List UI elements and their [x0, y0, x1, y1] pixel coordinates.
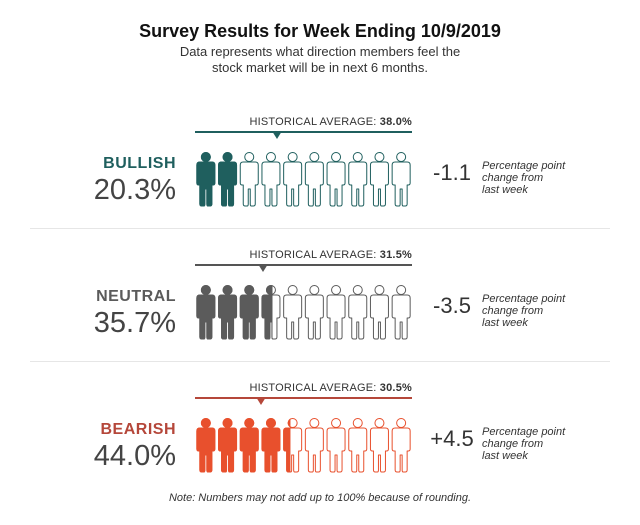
- person-icon: [304, 418, 324, 473]
- change-note-line-2: change from: [482, 438, 544, 450]
- historical-average-text: HISTORICAL AVERAGE:: [249, 249, 377, 261]
- change-note-line-1: Percentage point: [482, 426, 566, 438]
- person-icon: [326, 418, 346, 473]
- weekly-change-note: Percentage point change from last week: [482, 160, 592, 196]
- weekly-change-note: Percentage point change from last week: [482, 426, 592, 462]
- person-icon: [304, 285, 324, 340]
- subtitle-line-1: Data represents what direction members f…: [179, 44, 461, 59]
- change-note-line-3: last week: [482, 317, 528, 329]
- change-note-line-1: Percentage point: [482, 160, 566, 172]
- chart-title: Survey Results for Week Ending 10/9/2019: [139, 21, 501, 41]
- change-note-line-1: Percentage point: [482, 293, 566, 305]
- row-divider: [30, 361, 610, 362]
- category-percentage: 35.7%: [93, 307, 176, 339]
- historical-average-marker: [256, 397, 267, 405]
- weekly-change-value: -1.1: [433, 160, 471, 185]
- historical-average-value: 38.0%: [379, 116, 412, 128]
- person-icon: [261, 152, 281, 207]
- historical-average-line: [195, 264, 412, 266]
- category-row-neutral: HISTORICAL AVERAGE: 31.5% NEUTRAL 35.7% …: [0, 233, 640, 363]
- chart-subtitle: Data represents what direction members f…: [0, 44, 640, 76]
- person-icon: [391, 285, 411, 340]
- person-icon: [391, 418, 411, 473]
- category-percentage: 44.0%: [93, 440, 176, 472]
- change-note-line-2: change from: [482, 172, 544, 184]
- person-icon: [261, 285, 281, 340]
- person-icon: [196, 285, 216, 340]
- rounding-note: Note: Numbers may not add up to 100% bec…: [168, 492, 472, 504]
- person-icon: [369, 152, 389, 207]
- row-divider: [30, 228, 610, 229]
- change-note-line-3: last week: [482, 184, 528, 196]
- category-row-bearish: HISTORICAL AVERAGE: 30.5% BEARISH 44.0% …: [0, 366, 640, 496]
- person-icon: [218, 152, 238, 207]
- change-note-line-2: change from: [482, 305, 544, 317]
- person-icon: [218, 418, 238, 473]
- historical-average-label: HISTORICAL AVERAGE: 31.5%: [195, 249, 412, 261]
- category-label: BEARISH: [100, 421, 176, 438]
- person-icon: [348, 418, 368, 473]
- historical-average-label: HISTORICAL AVERAGE: 38.0%: [195, 116, 412, 128]
- category-label: BULLISH: [103, 155, 176, 172]
- people-pictograph: [196, 285, 411, 340]
- subtitle-line-2: stock market will be in next 6 months.: [211, 60, 429, 75]
- person-icon: [196, 418, 216, 473]
- person-icon: [391, 152, 411, 207]
- historical-average-text: HISTORICAL AVERAGE:: [249, 382, 377, 394]
- people-pictograph: [196, 418, 411, 473]
- person-icon: [369, 285, 389, 340]
- weekly-change-note: Percentage point change from last week: [482, 293, 592, 329]
- people-pictograph: [196, 152, 411, 207]
- person-icon: [218, 285, 238, 340]
- historical-average-marker: [258, 264, 269, 272]
- change-note-line-3: last week: [482, 450, 528, 462]
- person-icon: [283, 152, 303, 207]
- person-icon: [369, 418, 389, 473]
- historical-average-value: 31.5%: [379, 249, 412, 261]
- person-icon: [326, 285, 346, 340]
- person-icon: [239, 285, 259, 340]
- historical-average-line: [195, 397, 412, 399]
- person-icon: [239, 152, 259, 207]
- person-icon: [348, 285, 368, 340]
- person-icon: [348, 152, 368, 207]
- person-icon: [196, 152, 216, 207]
- weekly-change-value: -3.5: [433, 293, 471, 318]
- category-percentage: 20.3%: [93, 174, 176, 206]
- historical-average-value: 30.5%: [379, 382, 412, 394]
- category-row-bullish: HISTORICAL AVERAGE: 38.0% BULLISH 20.3% …: [0, 100, 640, 230]
- person-icon: [283, 418, 303, 473]
- weekly-change-value: +4.5: [430, 426, 474, 451]
- person-icon: [239, 418, 259, 473]
- category-label: NEUTRAL: [96, 288, 176, 305]
- historical-average-line: [195, 131, 412, 133]
- person-icon: [304, 152, 324, 207]
- historical-average-text: HISTORICAL AVERAGE:: [249, 116, 377, 128]
- person-icon: [326, 152, 346, 207]
- historical-average-label: HISTORICAL AVERAGE: 30.5%: [195, 382, 412, 394]
- historical-average-marker: [272, 131, 283, 139]
- person-icon: [261, 418, 281, 473]
- person-icon: [283, 285, 303, 340]
